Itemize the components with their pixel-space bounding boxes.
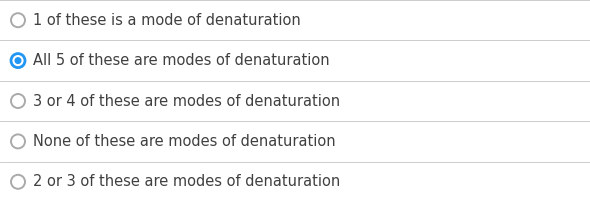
Text: None of these are modes of denaturation: None of these are modes of denaturation [33,134,336,149]
Text: All 5 of these are modes of denaturation: All 5 of these are modes of denaturation [33,53,330,68]
Text: 3 or 4 of these are modes of denaturation: 3 or 4 of these are modes of denaturatio… [33,94,340,108]
Text: 1 of these is a mode of denaturation: 1 of these is a mode of denaturation [33,13,301,28]
Circle shape [15,57,21,64]
Text: 2 or 3 of these are modes of denaturation: 2 or 3 of these are modes of denaturatio… [33,174,340,189]
